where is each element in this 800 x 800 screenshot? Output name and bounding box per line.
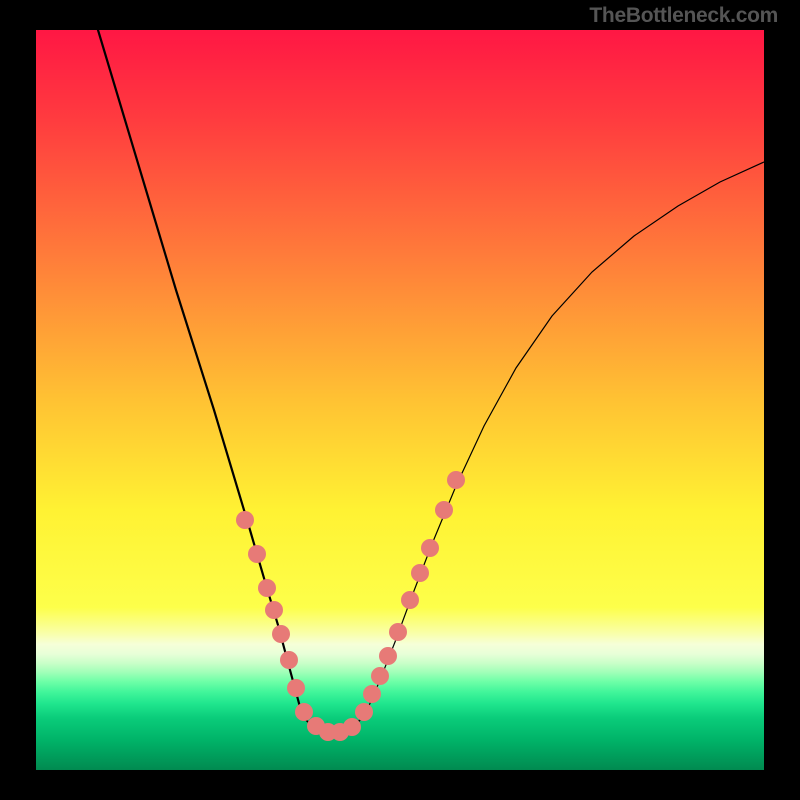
data-point [343, 718, 361, 736]
data-point [421, 539, 439, 557]
data-point [401, 591, 419, 609]
data-point [265, 601, 283, 619]
watermark-text: TheBottleneck.com [589, 4, 778, 28]
data-point [379, 647, 397, 665]
data-point [435, 501, 453, 519]
data-point [287, 679, 305, 697]
data-point [447, 471, 465, 489]
data-point [411, 564, 429, 582]
data-point [295, 703, 313, 721]
data-point [389, 623, 407, 641]
data-point [280, 651, 298, 669]
plot-background [36, 30, 764, 770]
data-point [236, 511, 254, 529]
data-point [258, 579, 276, 597]
data-point [355, 703, 373, 721]
data-point [248, 545, 266, 563]
data-point [371, 667, 389, 685]
chart-svg [0, 0, 800, 800]
chart-container: TheBottleneck.com [0, 0, 800, 800]
data-point [272, 625, 290, 643]
data-point [363, 685, 381, 703]
